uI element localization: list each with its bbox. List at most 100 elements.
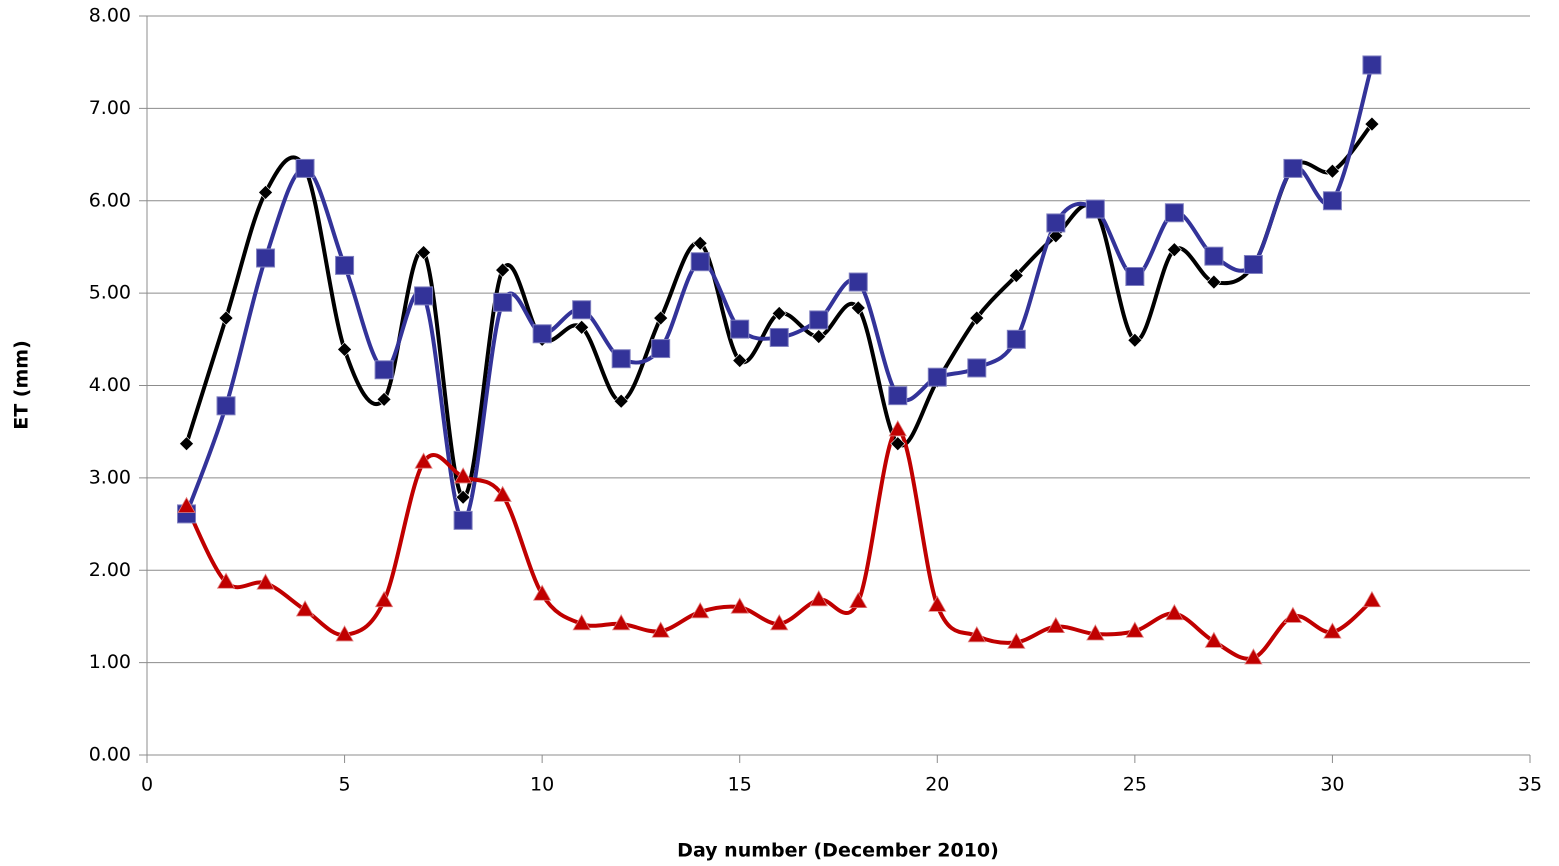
- marker: [1166, 242, 1182, 258]
- series-line: [184, 122, 1374, 500]
- marker: [572, 614, 591, 631]
- marker: [611, 614, 631, 631]
- x-tick-label: 10: [530, 774, 554, 796]
- marker: [692, 235, 708, 251]
- y-tick-label: 8.00: [89, 5, 131, 27]
- x-tick-label: 30: [1320, 774, 1344, 796]
- marker: [218, 310, 234, 326]
- marker: [1364, 116, 1380, 132]
- marker: [1086, 624, 1105, 641]
- marker: [969, 310, 985, 326]
- marker: [1243, 254, 1263, 274]
- marker: [493, 485, 512, 502]
- marker: [335, 625, 354, 642]
- x-tick-label: 15: [728, 774, 752, 796]
- marker: [651, 339, 671, 359]
- marker: [453, 467, 473, 484]
- marker: [1125, 621, 1145, 638]
- marker: [1046, 616, 1066, 633]
- marker: [335, 255, 355, 275]
- marker: [1204, 246, 1224, 266]
- marker: [888, 386, 908, 406]
- marker: [1283, 158, 1303, 178]
- marker: [613, 393, 629, 409]
- marker: [1323, 622, 1342, 639]
- marker: [850, 300, 866, 316]
- marker: [258, 185, 273, 200]
- series-line: [184, 427, 1374, 661]
- marker: [1125, 266, 1145, 286]
- y-tick-label: 3.00: [89, 466, 131, 488]
- marker: [256, 573, 275, 590]
- marker: [572, 300, 592, 320]
- marker: [1008, 268, 1024, 283]
- marker: [1283, 606, 1303, 623]
- marker: [888, 420, 907, 437]
- marker: [414, 452, 433, 469]
- marker: [653, 310, 669, 326]
- marker: [1165, 603, 1184, 621]
- x-tick-label: 25: [1123, 774, 1147, 796]
- marker: [374, 360, 394, 380]
- marker: [769, 327, 789, 347]
- marker: [574, 319, 590, 335]
- marker: [890, 436, 906, 452]
- x-axis-title: Day number (December 2010): [677, 840, 999, 862]
- marker: [927, 367, 947, 387]
- y-tick-label: 6.00: [89, 189, 131, 211]
- marker: [295, 600, 315, 617]
- marker: [811, 329, 827, 344]
- x-tick-label: 20: [925, 774, 949, 796]
- marker: [967, 358, 987, 378]
- marker: [1085, 199, 1105, 219]
- marker: [216, 572, 236, 589]
- marker: [928, 595, 947, 612]
- y-tick-label: 1.00: [89, 651, 131, 673]
- marker: [690, 252, 710, 272]
- marker: [1362, 55, 1382, 75]
- marker: [1046, 213, 1066, 233]
- marker: [1322, 191, 1342, 211]
- marker: [1164, 203, 1184, 223]
- marker: [730, 597, 749, 614]
- y-tick-label: 5.00: [89, 282, 131, 304]
- marker: [809, 589, 828, 607]
- marker: [691, 602, 710, 619]
- y-tick-label: 0.00: [89, 744, 131, 766]
- marker: [493, 292, 513, 312]
- marker: [1325, 163, 1340, 179]
- marker: [495, 262, 511, 278]
- marker: [611, 349, 631, 369]
- marker: [416, 245, 432, 260]
- marker: [179, 436, 194, 452]
- marker: [967, 626, 986, 643]
- marker: [337, 342, 352, 357]
- marker: [1244, 648, 1263, 665]
- marker: [532, 584, 552, 601]
- marker: [651, 621, 670, 638]
- x-tick-label: 35: [1518, 774, 1542, 796]
- marker: [1007, 632, 1026, 649]
- y-tick-label: 2.00: [89, 559, 131, 581]
- marker: [216, 396, 236, 416]
- marker: [848, 272, 868, 292]
- marker: [455, 489, 471, 505]
- marker: [376, 391, 392, 407]
- marker: [1127, 332, 1143, 348]
- marker: [374, 590, 394, 608]
- marker: [732, 353, 748, 368]
- marker: [1006, 329, 1026, 349]
- marker: [849, 591, 868, 609]
- marker: [177, 496, 196, 513]
- y-tick-label: 4.00: [89, 374, 131, 396]
- y-axis-title: ET (mm): [11, 340, 33, 430]
- marker: [1204, 631, 1224, 648]
- x-tick-label: 5: [339, 774, 351, 796]
- marker: [256, 248, 276, 268]
- marker: [730, 319, 750, 339]
- marker: [1362, 590, 1382, 608]
- y-tick-label: 7.00: [89, 97, 131, 119]
- marker: [1206, 274, 1222, 290]
- marker: [532, 324, 552, 344]
